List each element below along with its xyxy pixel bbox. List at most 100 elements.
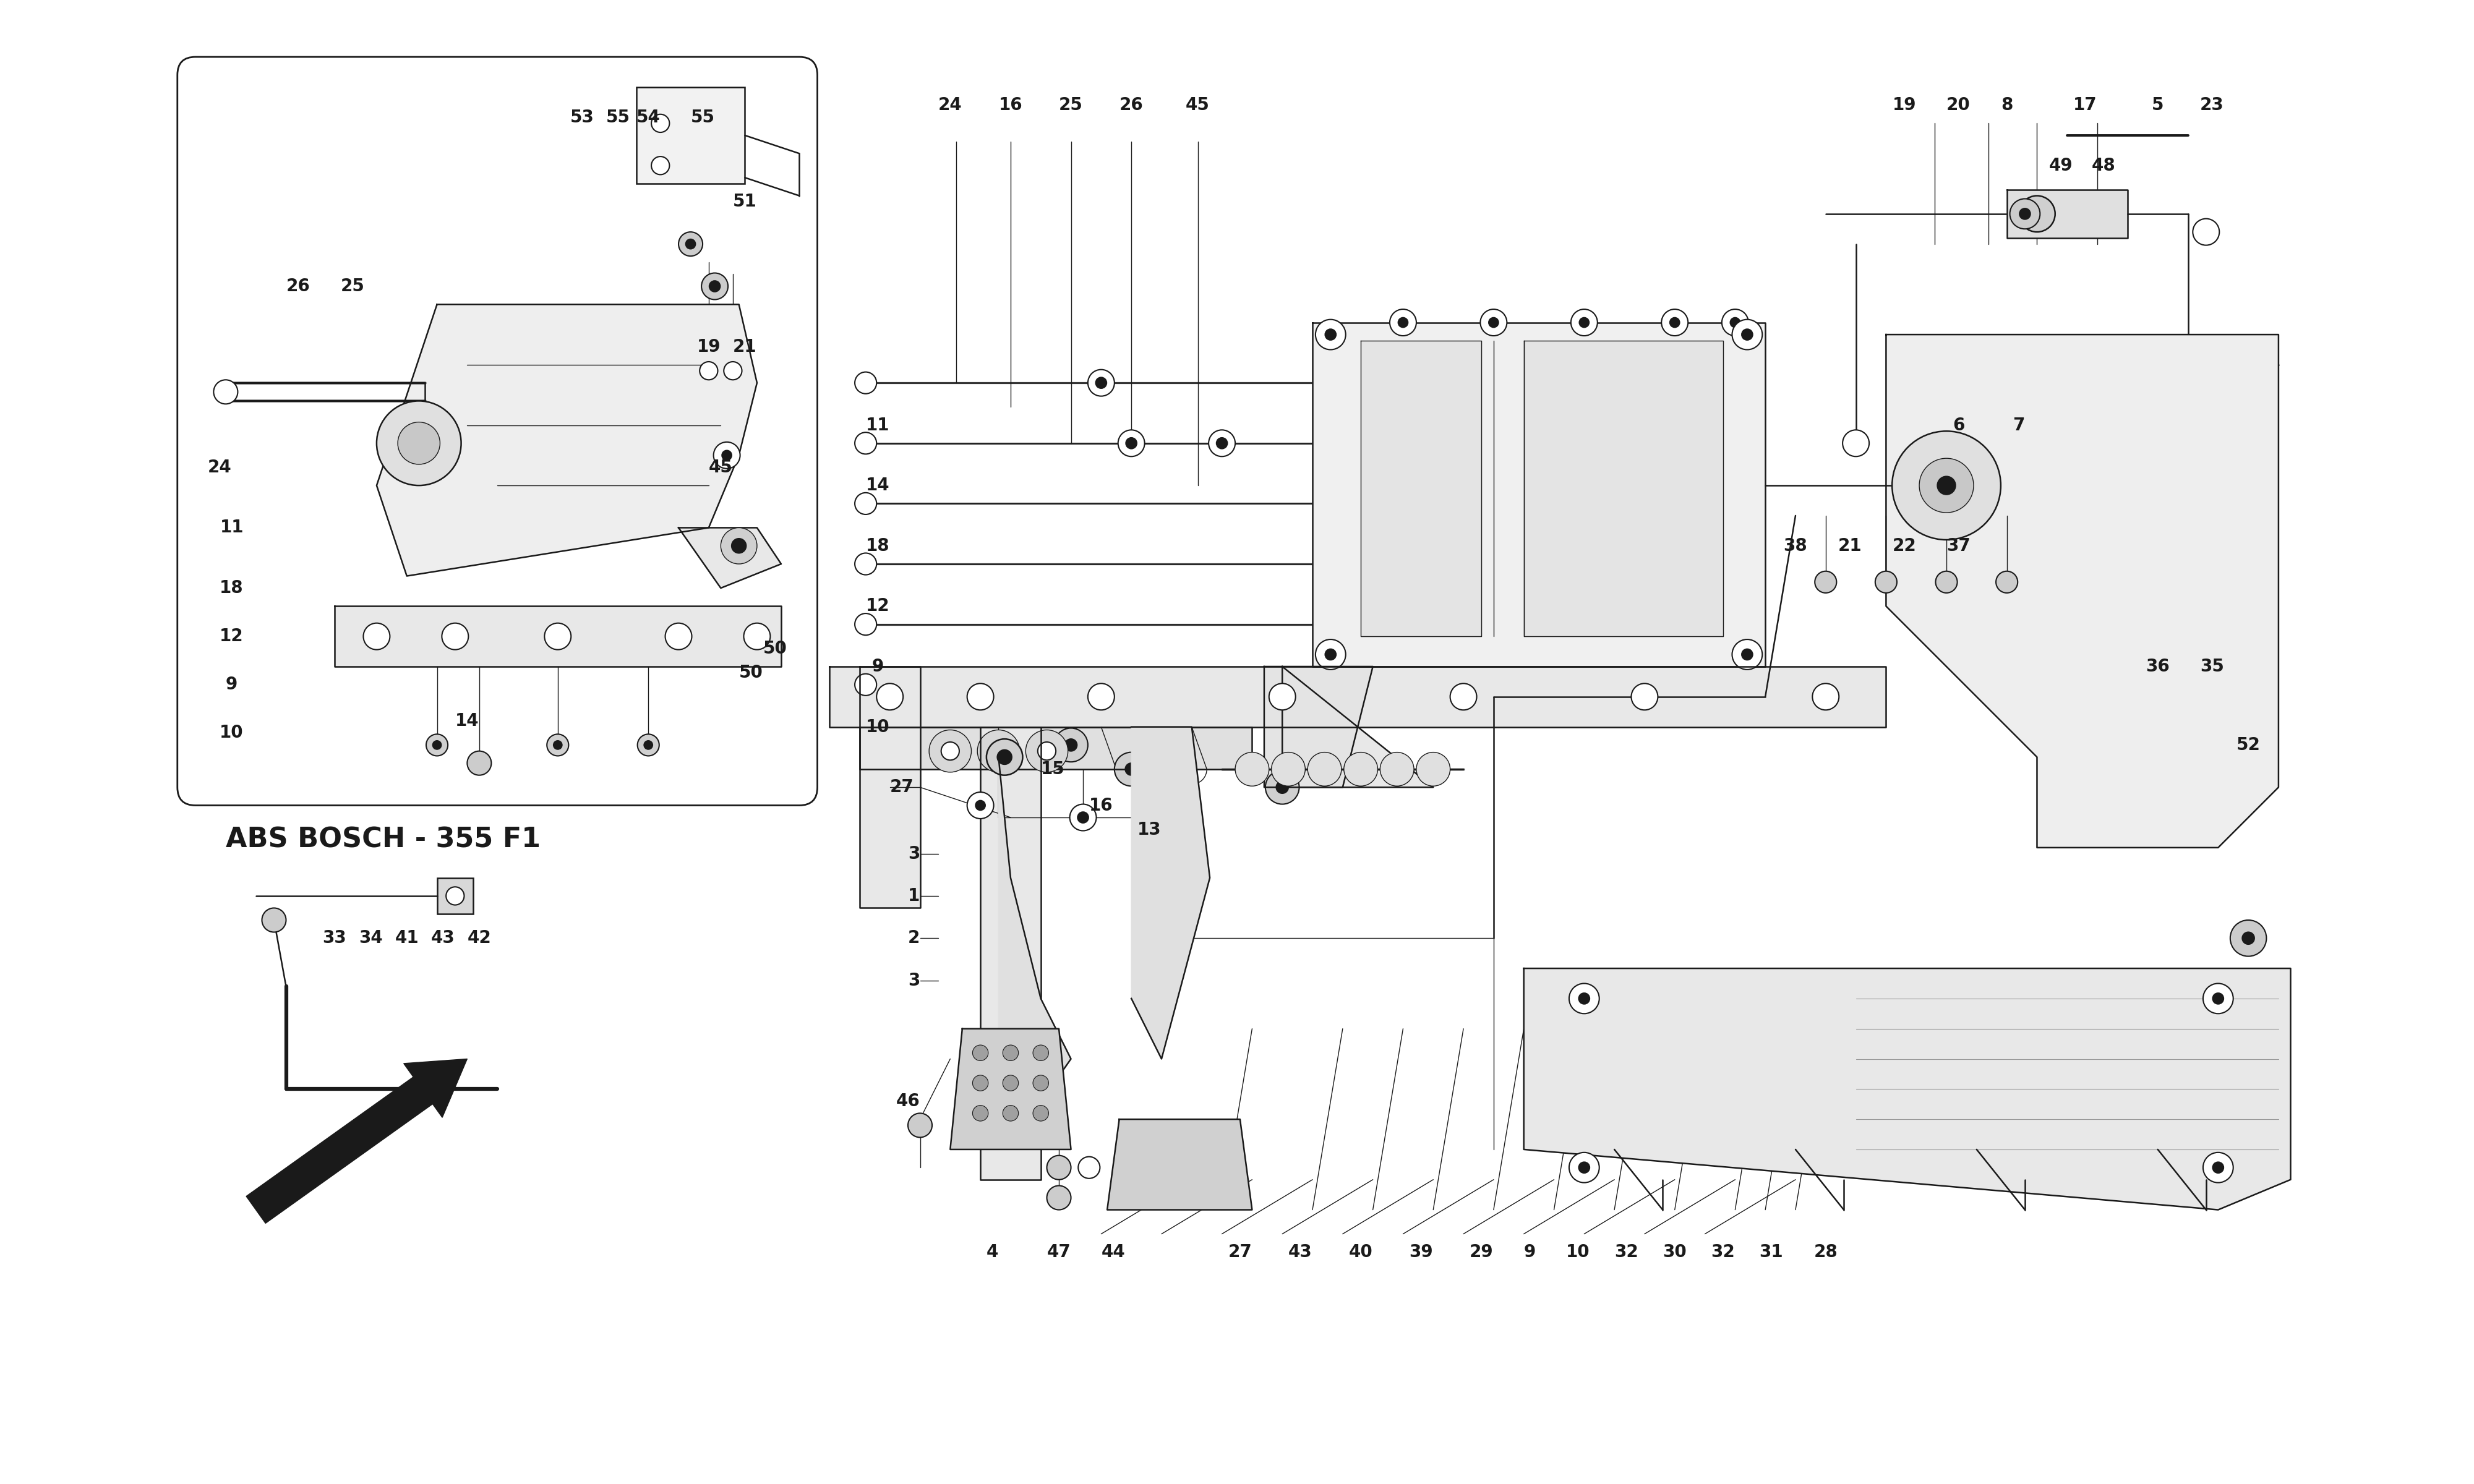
Circle shape xyxy=(856,613,876,635)
Circle shape xyxy=(703,273,727,300)
Circle shape xyxy=(1113,752,1148,787)
Polygon shape xyxy=(334,605,782,666)
Circle shape xyxy=(2212,1162,2224,1172)
Circle shape xyxy=(544,623,571,650)
Circle shape xyxy=(940,742,960,760)
Text: 11: 11 xyxy=(220,519,242,536)
Circle shape xyxy=(972,1045,987,1061)
Circle shape xyxy=(685,239,695,249)
Text: 38: 38 xyxy=(1784,537,1808,555)
Circle shape xyxy=(443,623,468,650)
Text: 52: 52 xyxy=(2236,736,2261,754)
Text: 50: 50 xyxy=(762,640,787,657)
Circle shape xyxy=(1415,752,1450,787)
Circle shape xyxy=(651,156,670,175)
Circle shape xyxy=(1079,1156,1101,1178)
Text: 9: 9 xyxy=(871,657,883,675)
Circle shape xyxy=(1047,1186,1071,1209)
Text: 34: 34 xyxy=(359,929,383,947)
Circle shape xyxy=(2241,932,2254,944)
Circle shape xyxy=(638,735,658,755)
Circle shape xyxy=(1054,729,1089,761)
Circle shape xyxy=(1309,752,1341,787)
Text: 8: 8 xyxy=(2001,96,2014,114)
Circle shape xyxy=(856,493,876,515)
Circle shape xyxy=(856,674,876,696)
Text: 45: 45 xyxy=(1185,96,1210,114)
Text: 45: 45 xyxy=(708,459,732,476)
Circle shape xyxy=(1037,742,1056,760)
Circle shape xyxy=(713,442,740,469)
Circle shape xyxy=(1390,309,1415,335)
Circle shape xyxy=(856,432,876,454)
Text: 48: 48 xyxy=(2091,157,2115,174)
Circle shape xyxy=(1210,430,1235,457)
Circle shape xyxy=(2202,1153,2234,1183)
Text: 4: 4 xyxy=(987,1244,999,1261)
Text: 41: 41 xyxy=(396,929,418,947)
Text: 12: 12 xyxy=(220,628,242,646)
Circle shape xyxy=(1935,571,1957,594)
Circle shape xyxy=(856,554,876,574)
Circle shape xyxy=(967,684,995,709)
Circle shape xyxy=(1118,430,1145,457)
Text: 18: 18 xyxy=(220,579,242,597)
Circle shape xyxy=(1064,739,1076,751)
Circle shape xyxy=(1343,752,1378,787)
Circle shape xyxy=(2202,984,2234,1014)
Circle shape xyxy=(666,623,693,650)
Circle shape xyxy=(1742,329,1752,340)
Polygon shape xyxy=(950,1028,1071,1150)
Text: 3: 3 xyxy=(908,972,920,988)
Text: 3: 3 xyxy=(908,844,920,862)
Circle shape xyxy=(1729,318,1739,328)
Circle shape xyxy=(745,623,769,650)
Circle shape xyxy=(987,739,1022,775)
Text: 44: 44 xyxy=(1101,1244,1126,1261)
Text: 33: 33 xyxy=(322,929,346,947)
Text: 1: 1 xyxy=(908,887,920,905)
Circle shape xyxy=(1742,649,1752,660)
Text: 18: 18 xyxy=(866,537,891,555)
Circle shape xyxy=(1380,752,1415,787)
Text: 35: 35 xyxy=(2199,657,2224,675)
Circle shape xyxy=(433,741,440,749)
Circle shape xyxy=(1630,684,1658,709)
Circle shape xyxy=(445,887,465,905)
Text: 55: 55 xyxy=(606,108,631,126)
Polygon shape xyxy=(1264,666,1373,788)
Circle shape xyxy=(1034,1106,1049,1120)
Circle shape xyxy=(1479,309,1507,335)
Circle shape xyxy=(1002,1045,1019,1061)
Polygon shape xyxy=(858,727,1252,769)
Circle shape xyxy=(725,362,742,380)
Text: 2: 2 xyxy=(908,929,920,947)
Text: 54: 54 xyxy=(636,108,661,126)
Circle shape xyxy=(972,1106,987,1120)
Text: 6: 6 xyxy=(1952,417,1964,433)
Circle shape xyxy=(975,800,985,810)
Text: 16: 16 xyxy=(999,96,1022,114)
Circle shape xyxy=(554,741,562,749)
Text: 9: 9 xyxy=(1524,1244,1536,1261)
Text: 10: 10 xyxy=(1566,1244,1591,1261)
Text: 24: 24 xyxy=(938,96,962,114)
Circle shape xyxy=(908,1113,933,1137)
Circle shape xyxy=(876,684,903,709)
Circle shape xyxy=(643,741,653,749)
Circle shape xyxy=(2019,208,2031,220)
Circle shape xyxy=(213,380,238,404)
Text: 49: 49 xyxy=(2048,157,2073,174)
Circle shape xyxy=(1326,649,1336,660)
Polygon shape xyxy=(980,727,1042,1180)
Text: 10: 10 xyxy=(866,718,891,736)
Circle shape xyxy=(1096,377,1106,389)
Polygon shape xyxy=(1131,727,1210,1060)
Circle shape xyxy=(990,742,1007,760)
Circle shape xyxy=(1813,684,1838,709)
Text: 17: 17 xyxy=(2073,96,2098,114)
Circle shape xyxy=(1578,993,1591,1005)
Polygon shape xyxy=(1524,969,2291,1209)
Circle shape xyxy=(1069,804,1096,831)
Circle shape xyxy=(1269,684,1296,709)
